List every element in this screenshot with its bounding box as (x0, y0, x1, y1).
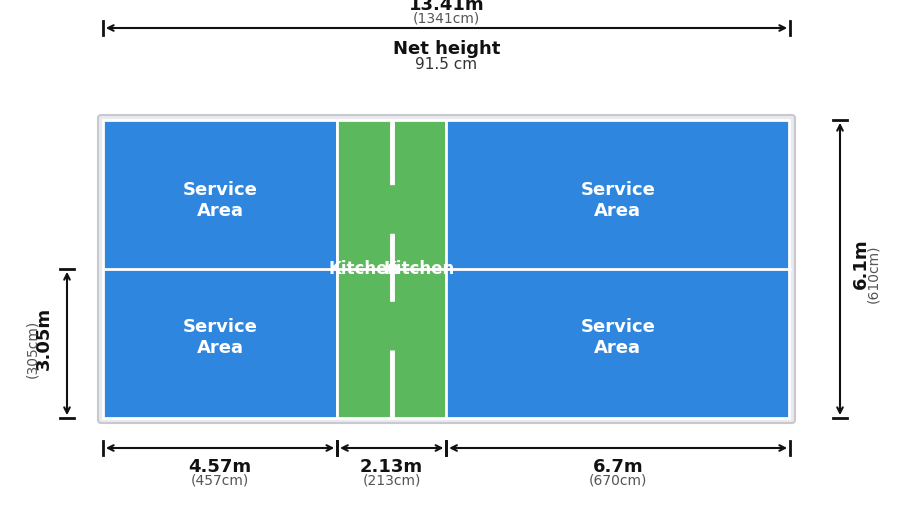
Text: Service
Area: Service Area (183, 318, 257, 357)
Text: (1341cm): (1341cm) (413, 12, 480, 26)
Bar (446, 120, 789, 418)
Text: (670cm): (670cm) (589, 473, 647, 487)
Text: 13.41m: 13.41m (409, 0, 484, 14)
Text: 91.5 cm: 91.5 cm (416, 57, 478, 72)
Text: 6.7m: 6.7m (593, 458, 644, 476)
Text: Service
Area: Service Area (580, 181, 655, 220)
Text: (305cm): (305cm) (25, 320, 39, 378)
Text: (457cm): (457cm) (191, 473, 249, 487)
FancyBboxPatch shape (98, 115, 795, 423)
Text: Service
Area: Service Area (183, 181, 257, 220)
Text: 4.57m: 4.57m (188, 458, 252, 476)
Bar (103, 120, 338, 418)
Text: Net height: Net height (392, 40, 500, 58)
Text: (610cm): (610cm) (866, 244, 880, 303)
Text: (213cm): (213cm) (363, 473, 421, 487)
Bar (338, 120, 446, 418)
Text: Service
Area: Service Area (580, 318, 655, 357)
Text: Kitchen: Kitchen (328, 260, 400, 278)
Text: 2.13m: 2.13m (360, 458, 423, 476)
Text: 6.1m: 6.1m (852, 239, 870, 290)
Text: Kitchen: Kitchen (383, 260, 454, 278)
Text: 3.05m: 3.05m (35, 307, 53, 370)
